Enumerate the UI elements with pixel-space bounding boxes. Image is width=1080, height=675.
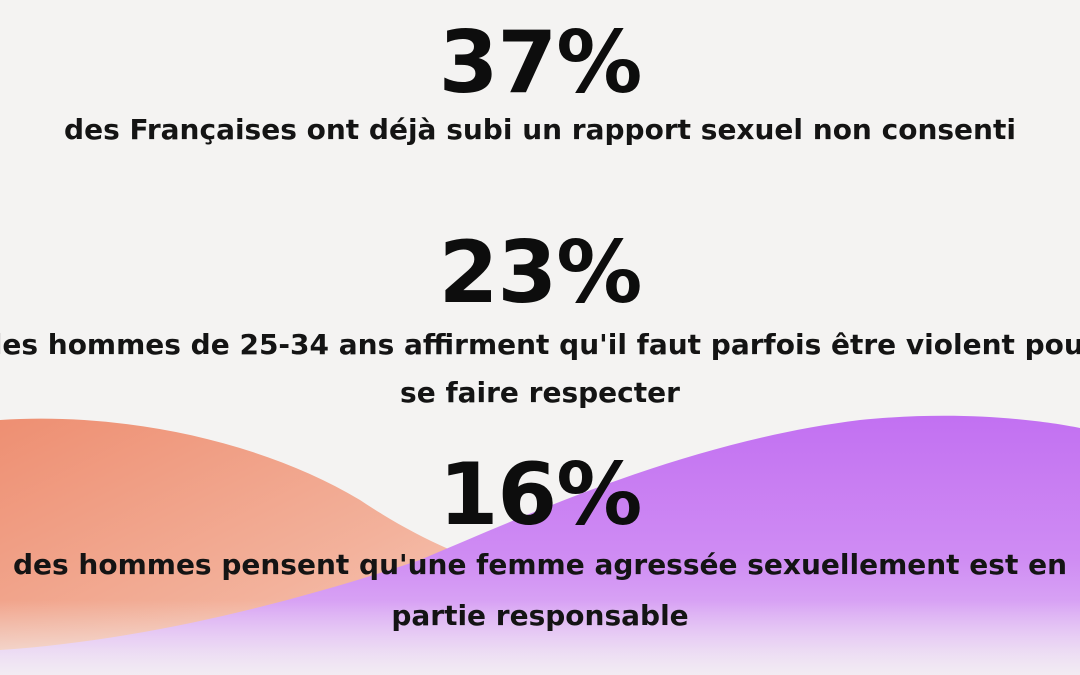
- stat-caption-line2: se faire respecter: [400, 376, 680, 409]
- stat-caption: des hommes de 25-34 ans affirment qu'il …: [0, 328, 1080, 361]
- stat-caption: des Françaises ont déjà subi un rapport …: [64, 113, 1016, 146]
- stat-percent: 37%: [438, 13, 643, 113]
- stat-caption-line2: partie responsable: [391, 599, 689, 632]
- stat-percent: 16%: [438, 445, 643, 545]
- stat-caption: des hommes pensent qu'une femme agressée…: [12, 548, 1068, 581]
- stat-percent: 23%: [438, 223, 643, 323]
